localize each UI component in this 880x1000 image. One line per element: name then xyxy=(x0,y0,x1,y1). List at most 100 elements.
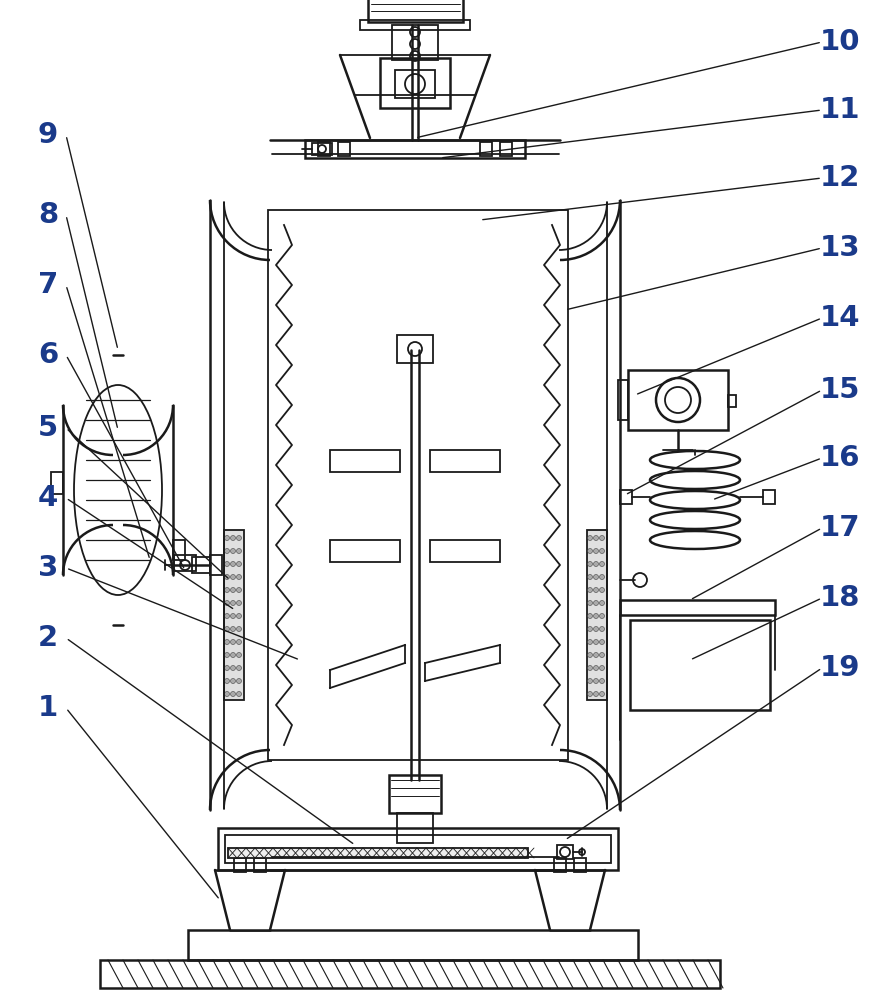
Circle shape xyxy=(599,640,605,645)
Circle shape xyxy=(237,626,241,632)
Circle shape xyxy=(588,666,592,670)
Circle shape xyxy=(599,600,605,605)
Bar xyxy=(368,0,463,22)
Circle shape xyxy=(599,666,605,670)
Circle shape xyxy=(588,548,592,554)
Circle shape xyxy=(237,692,241,696)
Circle shape xyxy=(237,600,241,605)
Bar xyxy=(305,140,525,158)
Text: 15: 15 xyxy=(820,376,860,404)
Polygon shape xyxy=(535,870,605,930)
Circle shape xyxy=(237,678,241,684)
Bar xyxy=(397,813,433,843)
Circle shape xyxy=(599,652,605,658)
Bar xyxy=(312,143,332,155)
Circle shape xyxy=(593,666,598,670)
Circle shape xyxy=(224,652,230,658)
Bar xyxy=(430,540,500,562)
Bar xyxy=(318,142,330,156)
Text: 1: 1 xyxy=(38,694,58,722)
Circle shape xyxy=(231,652,236,658)
Bar xyxy=(192,557,210,573)
Bar xyxy=(254,858,266,872)
Circle shape xyxy=(588,587,592,592)
Circle shape xyxy=(593,652,598,658)
Text: 2: 2 xyxy=(38,624,58,652)
Circle shape xyxy=(588,652,592,658)
Circle shape xyxy=(224,600,230,605)
Circle shape xyxy=(231,536,236,540)
Circle shape xyxy=(599,562,605,566)
Circle shape xyxy=(588,562,592,566)
Circle shape xyxy=(237,574,241,580)
Circle shape xyxy=(593,587,598,592)
Text: 17: 17 xyxy=(819,514,861,542)
Circle shape xyxy=(224,587,230,592)
Text: 3: 3 xyxy=(38,554,58,582)
Bar xyxy=(430,450,500,472)
Text: 16: 16 xyxy=(820,444,861,472)
Circle shape xyxy=(588,600,592,605)
Bar xyxy=(554,858,566,872)
Bar xyxy=(620,600,775,615)
Circle shape xyxy=(588,692,592,696)
Text: 10: 10 xyxy=(820,28,861,56)
Circle shape xyxy=(224,548,230,554)
Bar xyxy=(728,395,736,407)
Circle shape xyxy=(593,574,598,580)
Bar xyxy=(338,142,350,156)
Circle shape xyxy=(599,678,605,684)
Text: 13: 13 xyxy=(819,234,861,262)
Bar xyxy=(330,450,400,472)
Bar xyxy=(174,555,196,571)
Bar xyxy=(587,530,607,700)
Circle shape xyxy=(224,536,230,540)
Circle shape xyxy=(599,626,605,632)
Circle shape xyxy=(237,613,241,618)
Text: 14: 14 xyxy=(820,304,861,332)
Circle shape xyxy=(593,626,598,632)
Circle shape xyxy=(593,536,598,540)
Bar xyxy=(228,848,528,858)
Bar xyxy=(100,960,720,988)
Bar xyxy=(330,540,400,562)
Bar xyxy=(380,58,450,108)
Circle shape xyxy=(593,613,598,618)
Circle shape xyxy=(224,678,230,684)
Circle shape xyxy=(231,613,236,618)
Circle shape xyxy=(237,652,241,658)
Circle shape xyxy=(231,600,236,605)
Bar xyxy=(268,210,568,760)
Bar xyxy=(628,370,728,430)
Text: 8: 8 xyxy=(38,201,58,229)
Circle shape xyxy=(599,574,605,580)
Circle shape xyxy=(231,626,236,632)
Circle shape xyxy=(588,613,592,618)
Text: 12: 12 xyxy=(820,164,860,192)
Bar xyxy=(620,490,632,504)
Circle shape xyxy=(231,640,236,645)
Bar xyxy=(574,858,586,872)
Circle shape xyxy=(599,536,605,540)
Circle shape xyxy=(599,548,605,554)
Circle shape xyxy=(593,562,598,566)
Circle shape xyxy=(224,613,230,618)
Bar xyxy=(395,70,435,98)
Circle shape xyxy=(224,574,230,580)
Circle shape xyxy=(237,536,241,540)
Circle shape xyxy=(231,678,236,684)
Circle shape xyxy=(588,574,592,580)
Circle shape xyxy=(599,692,605,696)
Bar xyxy=(500,142,512,156)
Bar xyxy=(173,540,185,560)
Circle shape xyxy=(599,587,605,592)
Text: 7: 7 xyxy=(38,271,58,299)
Bar xyxy=(51,472,63,494)
Circle shape xyxy=(588,536,592,540)
Circle shape xyxy=(231,692,236,696)
Text: 19: 19 xyxy=(820,654,861,682)
Circle shape xyxy=(588,626,592,632)
Text: 4: 4 xyxy=(38,484,58,512)
Circle shape xyxy=(588,678,592,684)
Text: 11: 11 xyxy=(820,96,861,124)
